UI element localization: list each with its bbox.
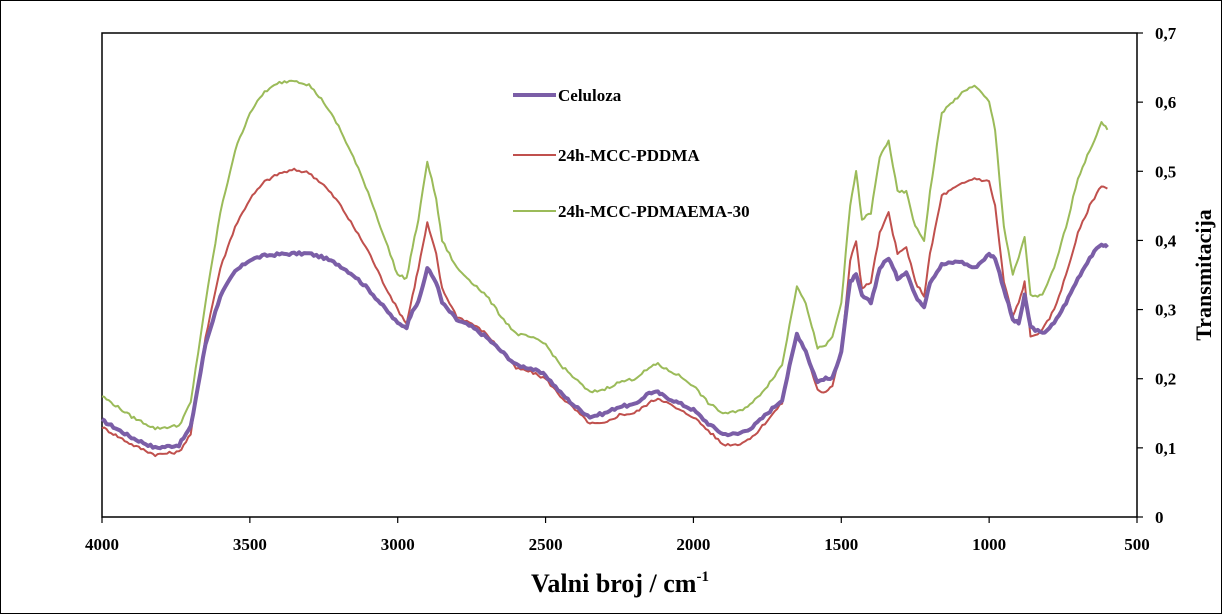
y-tick-label: 0,2 <box>1155 370 1176 389</box>
x-axis-title-text: Valni broj / cm <box>531 569 697 598</box>
legend: Celuloza 24h-MCC-PDDMA 24h-MCC-PDMAEMA-30 <box>513 86 750 221</box>
legend-label: Celuloza <box>558 86 622 105</box>
y-tick-label: 0,1 <box>1155 439 1176 458</box>
x-axis-title: Valni broj / cm-1 <box>531 569 709 598</box>
x-tick-label: 3000 <box>381 535 415 554</box>
x-tick-label: 4000 <box>85 535 119 554</box>
x-tick-label: 500 <box>1124 535 1150 554</box>
y-tick-label: 0 <box>1155 508 1164 527</box>
y-tick-label: 0,6 <box>1155 93 1176 112</box>
plot-area <box>101 32 1138 518</box>
y-tick-label: 0,3 <box>1155 301 1176 320</box>
legend-label: 24h-MCC-PDDMA <box>558 146 700 165</box>
series-line-pdmaema <box>101 79 1109 431</box>
x-tick-label: 1000 <box>972 535 1006 554</box>
x-tick-label: 2500 <box>529 535 563 554</box>
series-line-celuloza <box>101 242 1109 451</box>
series-layer <box>101 79 1109 458</box>
y-tick-label: 0,4 <box>1155 231 1177 250</box>
y-tick-label: 0,5 <box>1155 162 1176 181</box>
y-tick-label: 0,7 <box>1155 24 1177 43</box>
x-tick-label: 1500 <box>824 535 858 554</box>
x-axis-title-superscript: -1 <box>696 569 709 585</box>
y-axis-ticks: 0 0,1 0,2 0,3 0,4 0,5 0,6 0,7 <box>1137 24 1177 527</box>
x-tick-label: 3500 <box>233 535 267 554</box>
x-axis-ticks: 4000 3500 3000 2500 2000 1500 1000 500 <box>85 517 1150 554</box>
x-tick-label: 2000 <box>676 535 710 554</box>
series-line-pddma <box>101 167 1108 458</box>
y-axis-title: Transmitacija <box>1191 209 1216 341</box>
legend-label: 24h-MCC-PDMAEMA-30 <box>558 202 750 221</box>
